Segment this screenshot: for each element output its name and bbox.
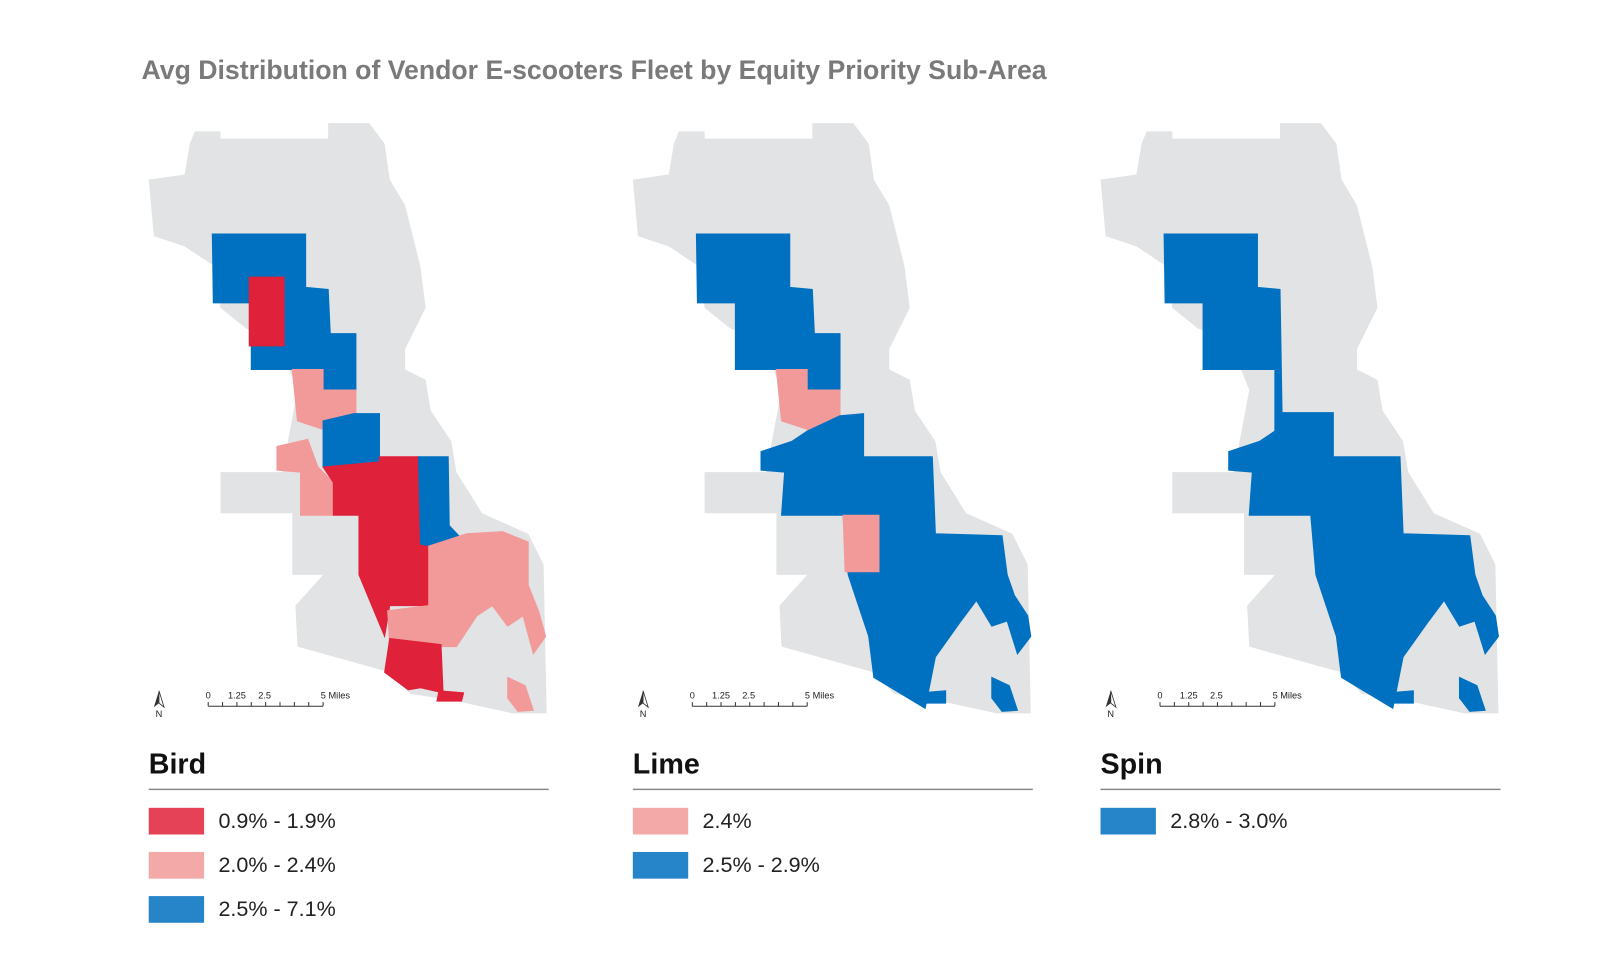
legend-label: 2.5% - 2.9% [703, 853, 820, 877]
sub-area [322, 413, 380, 468]
legend-label: 2.4% [703, 809, 752, 833]
north-arrow [1110, 690, 1117, 709]
sub-area [291, 369, 357, 432]
scale-label: 2.5 [258, 690, 271, 700]
legend-swatch [1100, 807, 1156, 835]
sub-area [384, 637, 444, 694]
scale-label: 0 [690, 690, 695, 700]
sub-area [919, 690, 947, 704]
scale-label: 2.5 [1210, 690, 1223, 700]
north-label: N [1107, 709, 1114, 719]
sub-area [387, 531, 547, 656]
sub-area [507, 676, 535, 712]
sub-area [1387, 690, 1414, 704]
north-arrow [153, 690, 159, 708]
legend-label: 0.9% - 1.9% [218, 809, 335, 833]
sub-area [991, 676, 1019, 712]
north-arrow [642, 690, 649, 709]
legend-swatch [148, 896, 205, 923]
map-name: Bird [149, 748, 206, 780]
legend-swatch [632, 851, 689, 879]
legend-swatch [632, 807, 689, 835]
map-name: Lime [633, 748, 700, 780]
scale-label: 5 Miles [805, 690, 835, 700]
scale-label: 5 Miles [1273, 690, 1303, 700]
north-arrow [158, 690, 165, 709]
north-arrow [637, 690, 644, 708]
sub-area [775, 369, 841, 432]
sub-area [436, 690, 465, 702]
legend-label: 2.8% - 3.0% [1170, 809, 1287, 833]
scale-label: 2.5 [742, 690, 755, 700]
legend-swatch [148, 851, 205, 879]
sub-area [1458, 676, 1486, 712]
sub-area [248, 276, 285, 347]
north-label: N [640, 709, 647, 719]
legend-label: 2.0% - 2.4% [218, 853, 335, 877]
scale-label: 1.25 [712, 690, 730, 700]
map-name: Spin [1101, 748, 1163, 780]
scale-label: 1.25 [228, 690, 246, 700]
scale-label: 5 Miles [321, 690, 351, 700]
sub-area [842, 514, 880, 573]
sub-area [1163, 233, 1500, 710]
scale-label: 0 [1157, 690, 1162, 700]
north-arrow [1105, 690, 1111, 708]
legend-swatch [148, 807, 205, 835]
north-label: N [156, 709, 163, 719]
legend-label: 2.5% - 7.1% [218, 897, 335, 921]
scale-label: 0 [206, 690, 211, 700]
sub-area [322, 456, 430, 639]
scale-label: 1.25 [1180, 690, 1198, 700]
page-title: Avg Distribution of Vendor E-scooters Fl… [142, 55, 1047, 85]
